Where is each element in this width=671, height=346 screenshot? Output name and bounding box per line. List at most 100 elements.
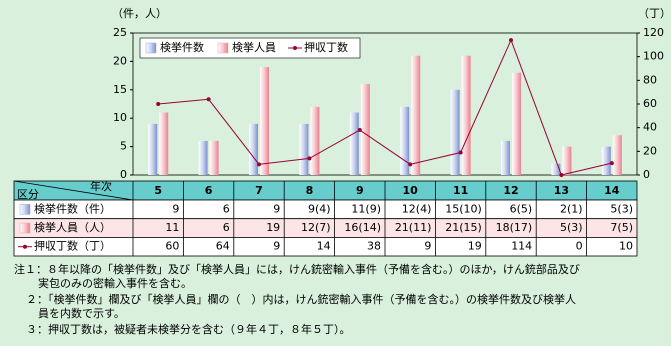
table-value: 64	[216, 240, 230, 253]
legend-swatch	[293, 46, 297, 50]
y2-tick-label: 100	[643, 50, 664, 63]
bar	[299, 123, 309, 175]
y-tick-label: 10	[113, 111, 127, 124]
x-tick-label: 9	[356, 184, 364, 197]
bar	[360, 84, 370, 175]
bar	[461, 55, 471, 175]
bar	[209, 140, 219, 175]
y2-axis-label: （丁）	[638, 7, 671, 20]
line-point	[357, 128, 362, 133]
y-tick-label: 20	[113, 54, 127, 67]
bar	[249, 123, 258, 175]
line-point	[156, 102, 161, 106]
y2-tick-label: 20	[643, 144, 657, 157]
line-point	[408, 162, 413, 167]
y2-tick-label: 0	[643, 168, 650, 181]
bar	[601, 146, 611, 175]
table-value: 18(17)	[496, 221, 533, 234]
header-diagonal	[13, 180, 134, 201]
bar	[148, 123, 158, 175]
row-swatch	[19, 204, 31, 215]
line	[158, 38, 612, 176]
line-point	[206, 97, 211, 102]
row-label: 検挙件数（件）	[34, 201, 111, 215]
x-tick-label: 6	[205, 184, 213, 197]
table-value: 9	[172, 202, 179, 215]
legend-box	[139, 37, 361, 59]
table-value: 16(14)	[344, 221, 381, 234]
x-tick-label: 5	[154, 184, 162, 197]
note: 員を内数で示す。	[38, 306, 125, 320]
bar	[562, 146, 572, 175]
line-point	[257, 162, 261, 167]
x-tick-label: 8	[306, 184, 314, 197]
x-tick-label: 10	[403, 184, 419, 197]
bar	[450, 89, 460, 175]
line-point	[509, 38, 513, 43]
table-value: 5(3)	[610, 202, 633, 215]
note: 注１：８年以降の「検挙件数」及び「検挙人員」には，けん銃密輸入事件（予備を含む。…	[14, 262, 580, 276]
line-point	[458, 150, 463, 155]
table-value: 7(5)	[610, 221, 633, 234]
row-label: 押収丁数（丁）	[34, 239, 111, 253]
note: 実包のみの密輸入事件を含む。	[38, 276, 192, 290]
table-value: 14	[317, 240, 331, 253]
table-value: 12(7)	[301, 221, 331, 234]
line-point	[307, 156, 312, 161]
bar	[159, 112, 169, 175]
y-tick-label: 0	[120, 168, 127, 181]
legend-label: 押収丁数	[304, 40, 348, 54]
table-value: 6(5)	[510, 202, 533, 215]
bar	[551, 163, 561, 175]
y2-tick-label: 60	[643, 97, 657, 110]
table-value: 15(10)	[445, 202, 482, 215]
table-value: 21(11)	[395, 221, 432, 234]
table-value: 9	[424, 240, 431, 253]
note: ２：「検挙件数」欄及び「検挙人員」欄の（ ）内は，けん銃密輸入事件（予備を含む。…	[26, 292, 576, 306]
row-swatch	[19, 222, 31, 234]
x-tick-label: 12	[503, 184, 518, 197]
legend-label: 検挙件数	[160, 40, 204, 54]
table-value: 19	[266, 221, 280, 234]
table-value: 21(15)	[445, 221, 482, 234]
table-row	[13, 236, 638, 257]
table-value: 9(4)	[308, 202, 331, 215]
y2-tick-label: 80	[643, 73, 657, 86]
table-value: 9	[273, 240, 280, 253]
x-tick-label: 7	[255, 184, 263, 197]
bar	[612, 135, 622, 175]
bar	[512, 72, 521, 175]
y-tick-label: 25	[113, 26, 127, 39]
bar	[411, 55, 421, 175]
legend-label: 検挙人員	[232, 40, 276, 54]
y2-tick-label: 40	[643, 121, 657, 134]
bar	[501, 140, 510, 175]
bar	[260, 67, 269, 175]
table-value: 114	[511, 240, 532, 253]
row-label: 検挙人員（人）	[34, 220, 111, 234]
y-tick-label: 5	[120, 140, 127, 153]
line-point	[559, 173, 564, 177]
header-row: 区分	[17, 188, 39, 201]
table-value: 0	[576, 240, 583, 253]
table-value: 11(9)	[351, 202, 381, 215]
bar	[310, 106, 320, 175]
table-value: 19	[468, 240, 482, 253]
table-value: 6	[223, 221, 230, 234]
legend-swatch	[145, 42, 157, 54]
legend-swatch	[217, 42, 229, 54]
header-column: 年次	[90, 179, 112, 193]
x-tick-label: 11	[453, 184, 468, 197]
x-tick-label: 13	[554, 184, 569, 197]
table-value: 38	[367, 240, 381, 253]
bar	[349, 112, 359, 175]
row-swatch	[23, 244, 27, 249]
table-value: 10	[619, 240, 633, 253]
y2-tick-label: 120	[643, 26, 664, 39]
note: ３：押収丁数は，被疑者未検挙分を含む（９年４丁，８年５丁）。	[26, 322, 351, 336]
line-point	[609, 161, 614, 166]
bar	[400, 106, 410, 175]
table-value: 2(1)	[560, 202, 583, 215]
y-axis-label: （件，人）	[112, 7, 167, 20]
